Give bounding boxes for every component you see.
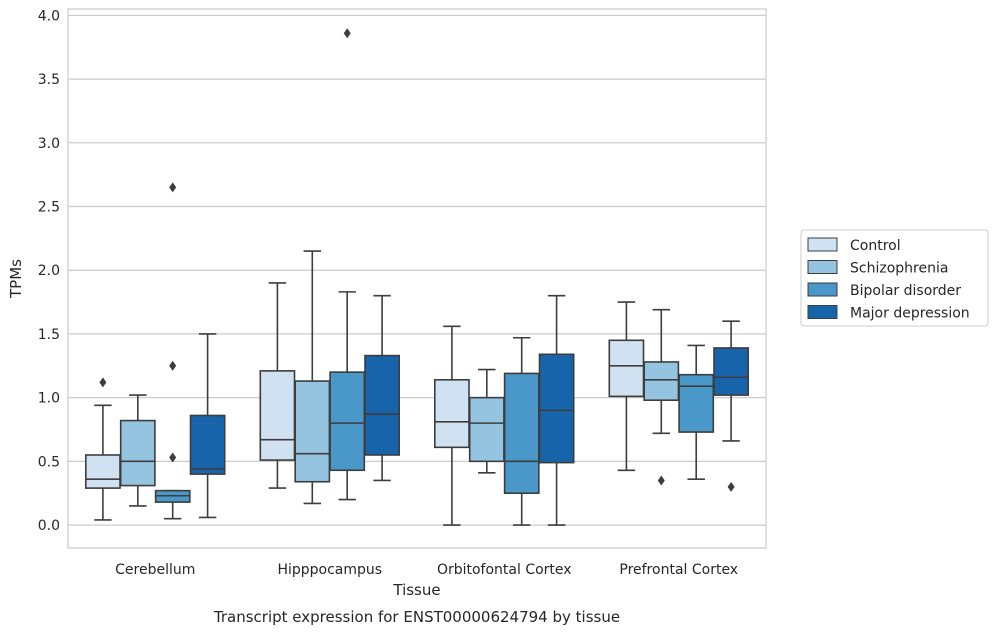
iqr-box [468,396,505,463]
outlier-point [99,377,107,388]
y-tick-label: 1.0 [38,391,60,407]
box-2-0 [433,325,470,526]
y-tick-label: 0.5 [38,454,60,470]
x-tick-labels: Cerebellum Hipppocampus Orbitofontal Corte… [115,562,738,578]
outlier-point [169,360,177,371]
box-3-2 [678,344,715,480]
legend-swatch [807,260,838,274]
box-1-0 [259,282,296,489]
iqr-box [259,370,296,461]
iqr-box [329,371,366,472]
y-tick-label: 0.0 [38,518,60,534]
iqr-box [608,339,645,398]
legend-frame [800,229,989,327]
legend: Control Schizophrenia Bipolar disorder Majo… [800,229,989,327]
iqr-box [538,353,575,464]
x-tick-label: Prefrontal Cortex [619,562,738,578]
chart-caption: Transcript expression for ENST0000062479… [213,608,620,626]
outlier-point [657,475,665,486]
box-2-1 [468,368,505,474]
outlier-point [727,481,735,492]
outlier-point [169,182,177,193]
iqr-box [643,361,680,401]
y-axis-label: TPMs [7,259,25,299]
box-0-1 [119,394,156,507]
outlier-point [343,28,351,39]
legend-label: Bipolar disorder [850,283,961,299]
x-axis-label: Tissue [392,581,440,599]
legend-swatch [807,282,838,297]
y-tick-label: 4.0 [38,8,60,24]
box-1-1 [294,250,331,505]
box-3-1 [643,308,680,486]
legend-swatch [807,305,838,319]
iqr-box [364,354,401,456]
box-3-0 [608,301,645,472]
iqr-box [189,414,226,475]
y-tick-labels: 0.0 0.5 1.0 1.5 2.0 2.5 3.0 3.5 4.0 [38,8,60,534]
iqr-box [503,372,540,495]
box-0-0 [84,377,121,521]
legend-label: Major depression [850,306,970,322]
iqr-box [294,380,331,483]
box-2-3 [538,294,575,526]
box-1-3 [364,294,401,482]
iqr-box [84,454,121,489]
y-tick-label: 3.5 [38,72,60,88]
box-0-2 [154,182,191,520]
iqr-box [713,347,750,396]
x-tick-label: Cerebellum [115,562,195,578]
box-2-2 [503,336,540,526]
iqr-box [433,379,470,449]
iqr-box [119,419,156,487]
y-tick-label: 2.0 [38,263,60,279]
y-tick-label: 2.5 [38,200,60,216]
box-0-3 [189,333,226,519]
legend-swatch [807,237,838,252]
iqr-box [678,373,715,433]
box-3-3 [713,320,750,492]
legend-label: Schizophrenia [850,261,948,277]
y-grid [68,14,766,526]
x-tick-label: Hipppocampus [277,562,382,578]
legend-label: Control [850,238,901,254]
box-plot-marks [84,28,750,526]
y-tick-label: 1.5 [38,327,60,343]
y-tick-label: 3.0 [38,136,60,152]
x-tick-label: Orbitofontal Cortex [437,562,572,578]
box-1-2 [329,28,366,501]
outlier-point [169,452,177,463]
plot-frame [67,8,767,549]
